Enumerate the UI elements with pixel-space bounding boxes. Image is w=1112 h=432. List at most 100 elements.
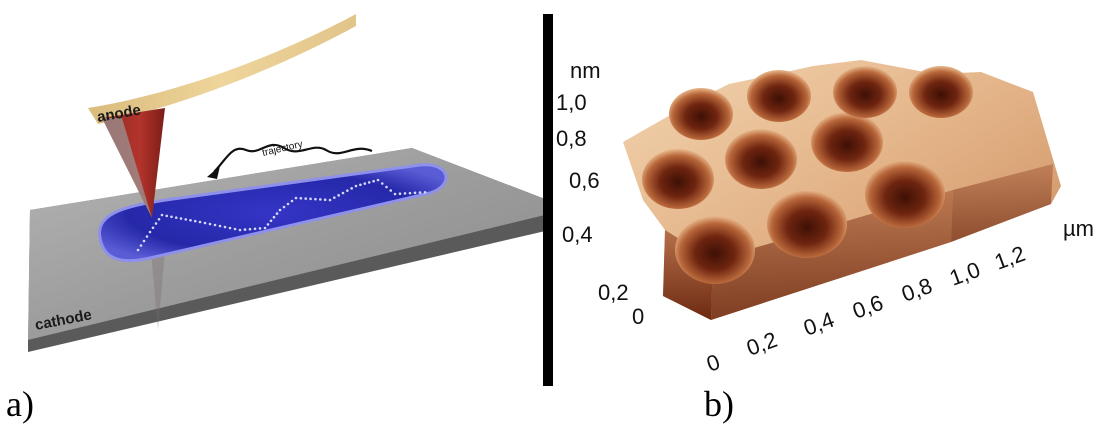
particle-dot [263,226,267,230]
particle-dot [142,239,146,243]
afm-pit [675,216,755,284]
particle-dot [145,235,149,238]
particle-dot [151,226,155,230]
particle-dot [253,227,257,231]
trajectory-label: trajectory [261,139,304,159]
particle-dot [165,214,169,218]
z-axis-unit: nm [570,58,601,83]
afm-pit [767,190,847,258]
particle-dot [275,212,279,215]
z-axis-ticks: 1,0 0,8 0,6 0,4 0,20 [556,90,644,329]
particle-dot [333,196,336,199]
particle-dot [213,223,217,227]
particle-dot [341,191,345,195]
particle-dot [380,182,384,185]
x-tick-label: 1,2 [991,241,1028,275]
particle-dot [328,198,332,202]
schematic-panel: anode cathode trajectory [28,14,545,352]
particle-dot [314,197,317,201]
particle-dot [139,244,143,247]
z-tick-label: 1,0 [556,90,587,115]
particle-dot [304,197,308,200]
x-axis-unit: µm [1063,216,1094,241]
particle-dot [408,191,412,195]
particle-dot [346,189,349,192]
particle-dot [367,181,371,184]
x-tick-label: 0,2 [743,327,780,361]
x-tick-label: 0,8 [898,273,935,307]
z-tick-label: 0,6 [569,168,600,193]
particle-dot [376,178,380,182]
z-tick-label: 0,8 [556,126,587,151]
particle-dot [299,196,303,200]
particle-dot [218,224,222,228]
particle-dot [203,221,207,225]
particle-dot [154,222,158,225]
particle-dot [354,184,358,188]
particle-dot [403,192,407,195]
z-tick-label: 0,4 [562,222,593,247]
particle-dot [179,217,183,220]
particle-dot [233,227,237,231]
particle-dot [157,217,161,221]
deposited-particles [136,178,427,252]
anode-cantilever [88,14,356,124]
afm-pit [865,160,945,228]
particle-dot [413,191,417,195]
particle-dot [309,197,312,201]
particle-dot [238,228,242,232]
particle-dot [278,208,282,212]
z-tick-label: 0,2 [598,280,629,305]
afm-pit [642,149,714,209]
particle-dot [290,199,294,203]
particle-dot [189,218,192,222]
particle-dot [286,202,290,206]
afm-pit [909,66,973,118]
afm-pit [747,70,811,122]
particle-dot [258,227,262,230]
afm-pit [833,66,897,118]
particle-dot [294,196,298,200]
z-tick-label: 0 [632,304,644,329]
particle-dot [398,192,402,196]
particle-dot [359,183,362,187]
trajectory-arrow [207,143,373,179]
x-tick-label: 1,0 [946,257,983,291]
particle-dot [363,182,367,185]
afm-pits [642,66,973,284]
particle-dot [389,189,393,192]
particle-dot [318,198,322,201]
particle-dot [228,226,232,230]
particle-dot [266,223,270,226]
afm-pit [725,129,797,189]
particle-dot [372,179,375,183]
particle-dot [193,219,197,223]
afm-topography-panel: nm 1,00,80,60,40,20 µm 00,20,40,60,8 1,0 1… [543,14,1094,386]
particle-dot [223,225,227,229]
particle-dot [170,215,173,219]
particle-dot [136,248,140,252]
particle-dot [385,185,388,189]
particle-dot [423,190,427,194]
particle-dot [243,228,247,231]
particle-dot [208,222,212,226]
particle-dot [174,216,178,219]
afm-pit [811,112,883,172]
particle-dot [248,227,252,231]
particle-dot [418,191,422,194]
x-tick-label: 0,4 [800,307,837,341]
panel-a-letter: a) [6,384,34,424]
x-tick-label: 0,6 [849,290,886,324]
anode-tip [102,108,165,218]
particle-dot [323,198,327,202]
particle-dot [393,192,397,196]
particle-dot [272,215,276,219]
particle-dot [148,230,152,234]
particle-dot [269,219,273,223]
left-border [543,14,553,386]
particle-dot [337,194,340,197]
x-tick-label: 0 [703,349,723,377]
electrolyte-droplet [98,163,448,263]
panel-b-letter: b) [704,384,734,424]
particle-dot [198,220,202,224]
